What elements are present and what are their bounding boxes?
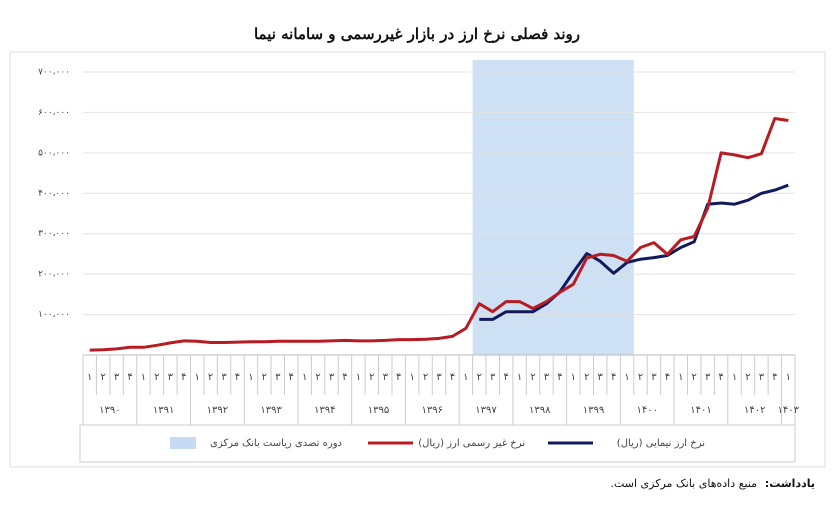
x-tick-label: ۱ <box>732 372 737 383</box>
year-label: ۱۳۹۷ <box>475 405 497 416</box>
x-tick-label: ۳ <box>114 372 120 383</box>
x-tick-label: ۳ <box>436 372 442 383</box>
x-tick-label: ۱ <box>678 372 683 383</box>
y-tick-label: ۴۰۰،۰۰۰ <box>38 189 70 199</box>
x-tick-label: ۲ <box>584 372 589 383</box>
x-tick-label: ۲ <box>530 372 535 383</box>
x-tick-label: ۴ <box>665 372 670 383</box>
year-label: ۱۴۰۲ <box>744 405 765 416</box>
x-tick-label: ۴ <box>342 372 347 383</box>
legend-box <box>79 424 796 463</box>
x-tick-label: ۲ <box>208 372 213 383</box>
x-tick-label: ۱ <box>87 372 92 383</box>
x-tick-label: ۱ <box>517 372 522 383</box>
year-label: ۱۳۹۶ <box>422 405 443 416</box>
series-line <box>89 117 789 352</box>
legend-swatch <box>170 437 196 449</box>
x-tick-label: ۳ <box>598 372 604 383</box>
x-tick-label: ۲ <box>100 372 105 383</box>
year-label: ۱۴۰۱ <box>690 405 711 416</box>
chart-title: روند فصلی نرخ ارز در بازار غیررسمی و سام… <box>254 25 580 43</box>
x-tick-label: ۴ <box>772 372 777 383</box>
x-tick-label: ۱ <box>248 372 253 383</box>
x-tick-label: ۴ <box>557 372 562 383</box>
x-tick-label: ۱ <box>302 372 307 383</box>
year-label: ۱۳۹۰ <box>99 405 120 416</box>
x-tick-label: ۳ <box>490 372 496 383</box>
x-tick-label: ۴ <box>396 372 401 383</box>
x-tick-label: ۳ <box>168 372 174 383</box>
year-label: ۱۳۹۸ <box>529 405 551 416</box>
x-tick-label: ۱ <box>409 372 414 383</box>
year-label: ۱۴۰۰ <box>636 405 657 416</box>
x-tick-label: ۲ <box>745 372 750 383</box>
x-tick-label: ۱ <box>141 372 146 383</box>
y-tick-label: ۱۰۰،۰۰۰ <box>38 310 70 320</box>
x-tick-label: ۲ <box>315 372 320 383</box>
y-tick-label: ۵۰۰،۰۰۰ <box>38 148 70 158</box>
y-tick-label: ۳۰۰،۰۰۰ <box>38 229 70 239</box>
x-tick-label: ۱ <box>463 372 468 383</box>
x-tick-label: ۲ <box>477 372 482 383</box>
x-tick-label: ۳ <box>544 372 550 383</box>
chart-frame <box>9 51 826 468</box>
x-tick-label: ۲ <box>369 372 374 383</box>
x-tick-label: ۳ <box>329 372 335 383</box>
year-label: ۱۳۹۱ <box>153 405 174 416</box>
x-tick-label: ۴ <box>235 372 240 383</box>
x-tick-label: ۳ <box>383 372 389 383</box>
x-tick-label: ۳ <box>651 372 657 383</box>
y-tick-label: ۷۰۰،۰۰۰ <box>38 68 70 78</box>
year-label: ۱۳۹۹ <box>583 405 604 416</box>
x-tick-label: ۱ <box>571 372 576 383</box>
x-tick-label: ۴ <box>289 372 294 383</box>
x-tick-label: ۱ <box>195 372 200 383</box>
x-tick-label: ۴ <box>503 372 508 383</box>
year-label: ۱۳۹۴ <box>314 405 335 416</box>
year-label: ۱۳۹۳ <box>260 405 282 416</box>
year-label: ۱۳۹۵ <box>368 405 389 416</box>
series-line <box>479 183 789 321</box>
x-tick-label: ۳ <box>275 372 281 383</box>
shaded-period <box>472 60 634 355</box>
x-tick-label: ۱ <box>786 372 791 383</box>
x-tick-label: ۴ <box>718 372 723 383</box>
y-tick-label: ۲۰۰،۰۰۰ <box>38 270 70 280</box>
legend-label: نرخ ارز نیمایی (ریال) <box>617 438 705 449</box>
legend-label: نرخ غیر رسمی ارز (ریال) <box>418 438 525 449</box>
x-tick-label: ۴ <box>127 372 132 383</box>
legend-label: دوره تصدی ریاست بانک مرکزی <box>210 438 342 449</box>
x-tick-label: ۳ <box>221 372 227 383</box>
x-tick-label: ۱ <box>356 372 361 383</box>
x-tick-label: ۳ <box>759 372 765 383</box>
x-tick-label: ۲ <box>154 372 159 383</box>
year-label: ۱۴۰۳ <box>778 405 800 416</box>
x-tick-label: ۴ <box>611 372 616 383</box>
x-tick-label: ۳ <box>705 372 711 383</box>
x-tick-label: ۲ <box>638 372 643 383</box>
x-tick-label: ۲ <box>692 372 697 383</box>
note-text: منبع داده‌های بانک مرکزی است. <box>610 477 757 490</box>
year-label: ۱۳۹۲ <box>207 405 228 416</box>
x-tick-label: ۴ <box>181 372 186 383</box>
x-tick-label: ۴ <box>450 372 455 383</box>
y-tick-label: ۶۰۰،۰۰۰ <box>38 108 70 118</box>
note-label: یادداشت: <box>765 477 815 490</box>
x-tick-label: ۱ <box>624 372 629 383</box>
x-tick-label: ۲ <box>262 372 267 383</box>
x-tick-label: ۲ <box>423 372 428 383</box>
